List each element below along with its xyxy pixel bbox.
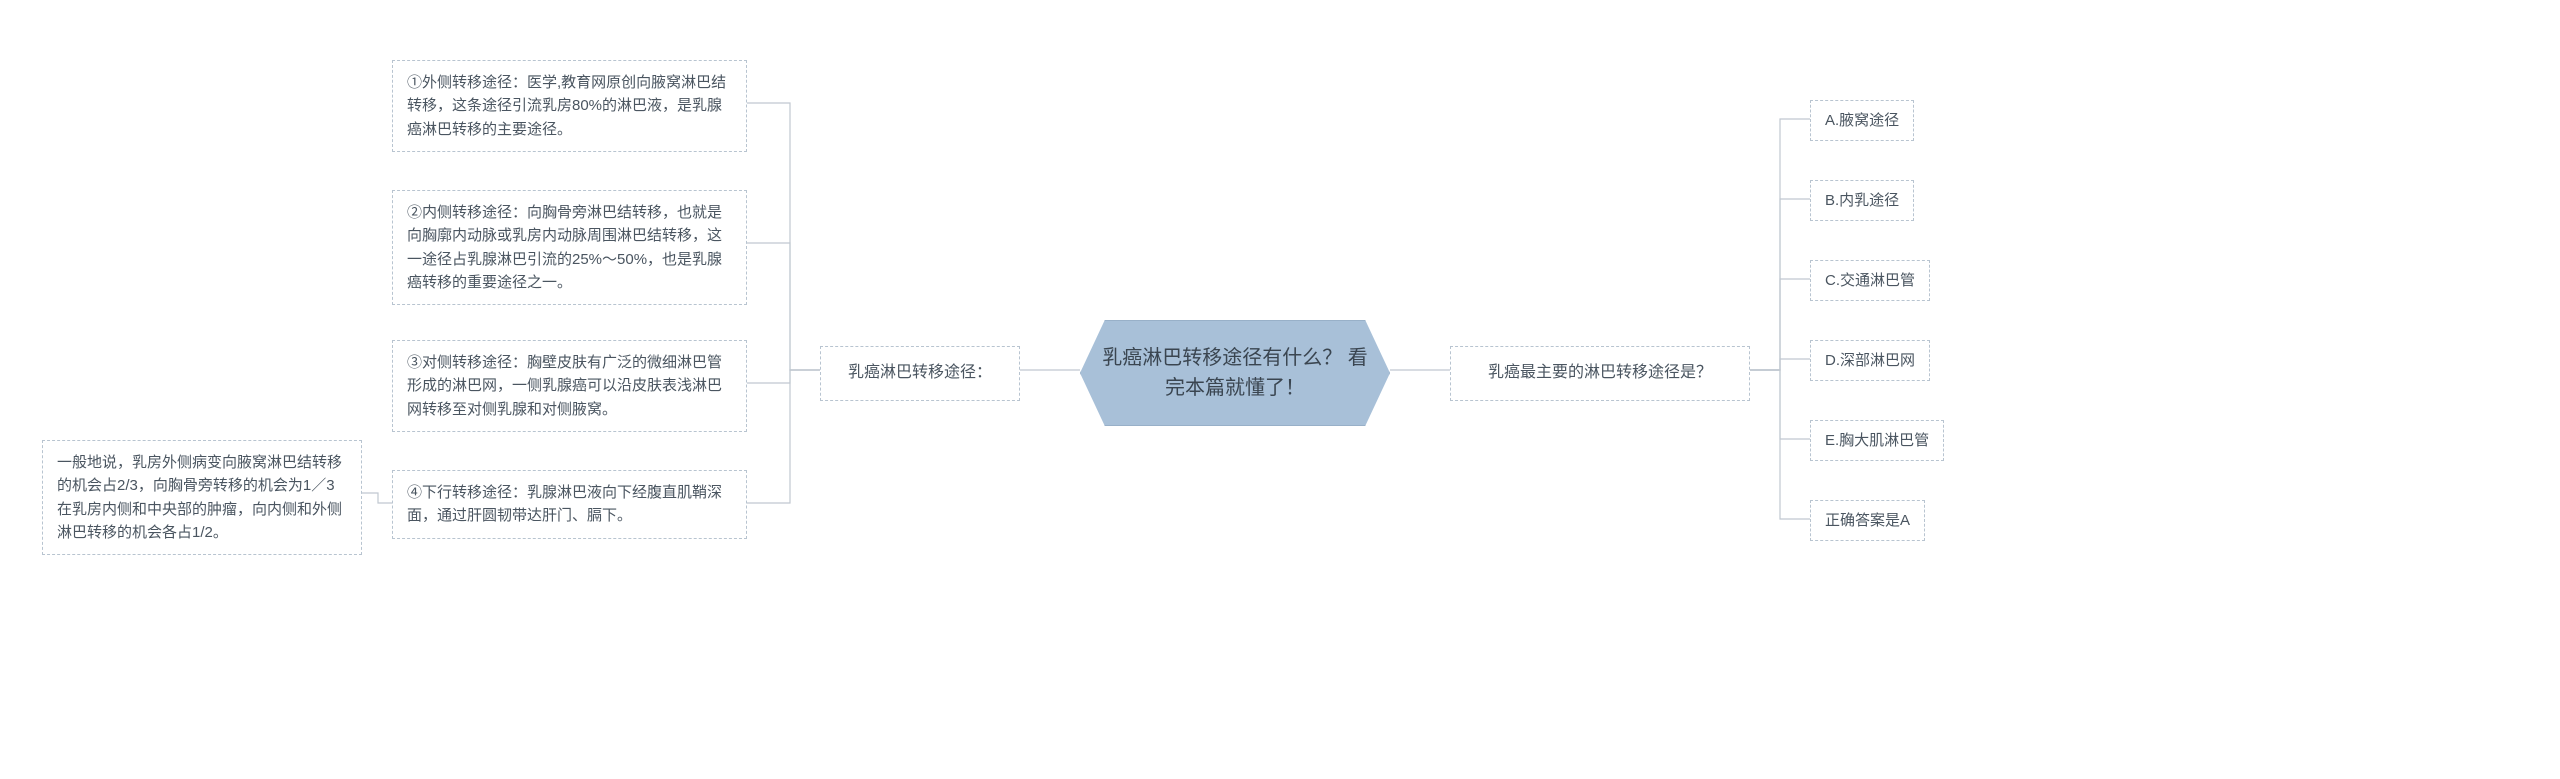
left-child-0[interactable]: ①外侧转移途径：医学,教育网原创向腋窝淋巴结转移，这条途径引流乳房80%的淋巴液… — [392, 60, 747, 152]
right-option-3[interactable]: D.深部淋巴网 — [1810, 340, 1930, 381]
left-child-0-text: ①外侧转移途径：医学,教育网原创向腋窝淋巴结转移，这条途径引流乳房80%的淋巴液… — [407, 74, 726, 138]
right-option-0-text: A.腋窝途径 — [1825, 112, 1899, 129]
right-branch-label: 乳癌最主要的淋巴转移途径是？ — [1488, 364, 1712, 381]
left-branch-node[interactable]: 乳癌淋巴转移途径： — [820, 346, 1020, 401]
right-branch-node[interactable]: 乳癌最主要的淋巴转移途径是？ — [1450, 346, 1750, 401]
right-option-0[interactable]: A.腋窝途径 — [1810, 100, 1914, 141]
left-child-2-text: ③对侧转移途径：胸壁皮肤有广泛的微细淋巴管形成的淋巴网，一侧乳腺癌可以沿皮肤表浅… — [407, 354, 722, 418]
root-node[interactable]: 乳癌淋巴转移途径有什么？ 看完本篇就懂了！ — [1080, 320, 1390, 426]
left-extra-note-text: 一般地说，乳房外侧病变向腋窝淋巴结转移的机会占2/3，向胸骨旁转移的机会为1／3… — [57, 454, 342, 541]
left-child-3-text: ④下行转移途径：乳腺淋巴液向下经腹直肌鞘深面，通过肝圆韧带达肝门、膈下。 — [407, 484, 722, 524]
right-option-2[interactable]: C.交通淋巴管 — [1810, 260, 1930, 301]
left-child-1[interactable]: ②内侧转移途径：向胸骨旁淋巴结转移，也就是向胸廓内动脉或乳房内动脉周围淋巴结转移… — [392, 190, 747, 305]
root-title: 乳癌淋巴转移途径有什么？ 看完本篇就懂了！ — [1102, 347, 1368, 399]
right-option-1-text: B.内乳途径 — [1825, 192, 1899, 209]
right-option-2-text: C.交通淋巴管 — [1825, 272, 1915, 289]
right-option-3-text: D.深部淋巴网 — [1825, 352, 1915, 369]
left-child-1-text: ②内侧转移途径：向胸骨旁淋巴结转移，也就是向胸廓内动脉或乳房内动脉周围淋巴结转移… — [407, 204, 722, 291]
left-child-3[interactable]: ④下行转移途径：乳腺淋巴液向下经腹直肌鞘深面，通过肝圆韧带达肝门、膈下。 — [392, 470, 747, 539]
right-option-1[interactable]: B.内乳途径 — [1810, 180, 1914, 221]
right-option-5[interactable]: 正确答案是A — [1810, 500, 1925, 541]
mindmap-container: 乳癌淋巴转移途径有什么？ 看完本篇就懂了！ 乳癌淋巴转移途径： ①外侧转移途径：… — [0, 0, 2560, 779]
left-child-2[interactable]: ③对侧转移途径：胸壁皮肤有广泛的微细淋巴管形成的淋巴网，一侧乳腺癌可以沿皮肤表浅… — [392, 340, 747, 432]
right-option-4[interactable]: E.胸大肌淋巴管 — [1810, 420, 1944, 461]
left-extra-note[interactable]: 一般地说，乳房外侧病变向腋窝淋巴结转移的机会占2/3，向胸骨旁转移的机会为1／3… — [42, 440, 362, 555]
left-branch-label: 乳癌淋巴转移途径： — [848, 364, 992, 381]
right-option-5-text: 正确答案是A — [1825, 512, 1910, 529]
right-option-4-text: E.胸大肌淋巴管 — [1825, 432, 1929, 449]
